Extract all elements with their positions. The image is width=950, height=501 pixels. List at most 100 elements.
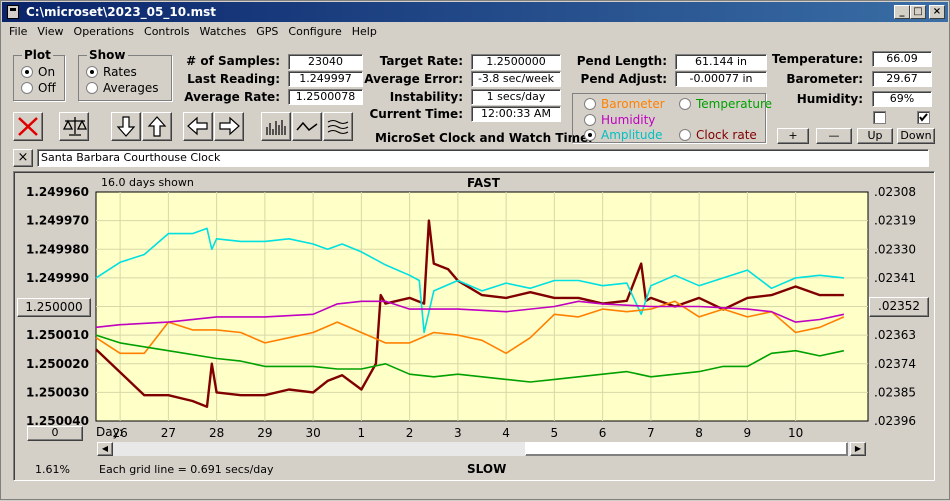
stop-button[interactable] <box>13 112 43 141</box>
time-scrollbar[interactable]: ◀ ▶ <box>96 441 867 457</box>
minimize-button[interactable]: _ <box>894 5 910 19</box>
arrow-right-icon <box>219 116 240 136</box>
y-right-tick-label: .02308 <box>874 185 916 199</box>
target-rate-field: 1.2500000 <box>471 54 561 70</box>
menu-file[interactable]: File <box>9 25 28 38</box>
pend-length-label: Pend Length: <box>576 54 667 68</box>
pend-length-field: 61.144 in <box>675 54 767 70</box>
radio-dot-icon <box>86 82 98 94</box>
y-left-tick-label: 1.249990 <box>26 271 89 285</box>
plot-off-radio[interactable]: Off <box>21 81 56 95</box>
sensor-temperature-radio[interactable]: Temperature <box>679 97 772 111</box>
right-arrow-button[interactable] <box>214 112 244 141</box>
x-tick-label: 30 <box>305 426 320 440</box>
radio-dot-icon <box>86 66 98 78</box>
radio-dot-icon <box>679 98 691 110</box>
checkmark-icon <box>919 113 928 122</box>
menu-configure[interactable]: Configure <box>288 25 342 38</box>
show-group: Show <box>78 48 172 101</box>
scroll-left-arrow[interactable]: ◀ <box>97 442 113 456</box>
option-checkbox-1[interactable] <box>873 111 886 124</box>
plot-on-radio[interactable]: On <box>21 65 55 79</box>
menu-view[interactable]: View <box>37 25 64 38</box>
sensor-amplitude-radio[interactable]: Amplitude <box>584 128 663 142</box>
x-tick-label: 9 <box>744 426 752 440</box>
radio-dot-icon <box>584 114 596 126</box>
y-left-tick-label: 1.250040 <box>26 414 89 428</box>
x-tick-label: 8 <box>695 426 703 440</box>
samples-field: 23040 <box>288 54 363 70</box>
option-checkbox-2[interactable] <box>917 111 930 124</box>
show-rates-radio[interactable]: Rates <box>86 65 137 79</box>
menu-controls[interactable]: Controls <box>144 25 190 38</box>
clock-name-input[interactable]: Santa Barbara Courthouse Clock <box>37 149 929 167</box>
balance-button[interactable] <box>59 112 89 141</box>
barometer-label: Barometer: <box>786 72 863 86</box>
y-left-tick-label: 1.250010 <box>26 328 89 342</box>
sensor-humidity-radio[interactable]: Humidity <box>584 113 655 127</box>
menu-gps[interactable]: GPS <box>256 25 279 38</box>
maximize-button[interactable]: □ <box>910 5 926 19</box>
y-right-tick-label: .02363 <box>874 328 916 342</box>
line-graph-icon <box>296 121 318 132</box>
sensor-clockrate-label: Clock rate <box>696 128 757 142</box>
x-tick-label: 27 <box>161 426 176 440</box>
bar-graph-button[interactable] <box>261 112 291 141</box>
scroll-right-arrow[interactable]: ▶ <box>850 442 866 456</box>
y-right-tick-label: .02330 <box>874 242 916 256</box>
scale-plus-button[interactable]: + <box>777 128 809 144</box>
close-window-button[interactable]: × <box>929 5 945 19</box>
sensor-humidity-label: Humidity <box>601 113 656 127</box>
average-rate-label: Average Rate: <box>184 90 280 104</box>
menu-help[interactable]: Help <box>351 25 377 38</box>
x-tick-label: 6 <box>599 426 607 440</box>
sensor-select-box <box>572 93 766 143</box>
y-right-tick-label: .02374 <box>874 357 916 371</box>
scale-minus-button[interactable]: — <box>816 128 852 144</box>
wave-graph-button[interactable] <box>323 112 353 141</box>
zero-button[interactable]: 0 <box>27 426 83 441</box>
sensor-barometer-radio[interactable]: Barometer <box>584 97 665 111</box>
temperature-field: 66.09 <box>872 51 932 67</box>
scroll-up-button[interactable]: Up <box>857 128 893 144</box>
x-tick-label: 1 <box>358 426 366 440</box>
down-arrow-button[interactable] <box>111 112 141 141</box>
temperature-label: Temperature: <box>771 52 863 66</box>
y-right-tick-label: .02319 <box>874 214 916 228</box>
plot-off-label: Off <box>38 81 56 95</box>
plot-group-label: Plot <box>22 48 53 62</box>
menu-bar: File View Operations Controls Watches GPS Conf… <box>3 24 381 42</box>
sensor-amplitude-label: Amplitude <box>601 128 663 142</box>
x-tick-label: 5 <box>551 426 559 440</box>
last-reading-label: Last Reading: <box>187 72 280 86</box>
y-left-tick-label: 1.250020 <box>26 357 89 371</box>
menu-operations[interactable]: Operations <box>73 25 135 38</box>
scrollbar-thumb[interactable] <box>525 442 848 456</box>
sensor-clockrate-radio[interactable]: Clock rate <box>679 128 757 142</box>
average-error-field: -3.8 sec/week <box>471 71 561 87</box>
x-tick-label: 3 <box>454 426 462 440</box>
humidity-field: 69% <box>872 91 932 107</box>
average-rate-field: 1.2500078 <box>288 89 363 105</box>
show-averages-radio[interactable]: Averages <box>86 81 159 95</box>
arrow-left-icon <box>187 116 208 136</box>
line-graph-button[interactable] <box>292 112 322 141</box>
menu-watches[interactable]: Watches <box>199 25 247 38</box>
series-temperature <box>95 334 845 383</box>
arrow-up-icon <box>147 116 167 137</box>
series-amplitude <box>95 227 844 334</box>
radio-dot-icon <box>584 98 596 110</box>
center-rate-button[interactable]: 1.250000 <box>17 298 91 317</box>
y-right-tick-label: .02396 <box>874 414 916 428</box>
left-arrow-button[interactable] <box>183 112 213 141</box>
title-bar[interactable]: C:\microset\2023_05_10.mst _ □ × <box>2 2 948 22</box>
right-center-button[interactable]: .02352 <box>869 297 929 317</box>
up-arrow-button[interactable] <box>142 112 172 141</box>
average-error-label: Average Error: <box>364 72 463 86</box>
app-caption: MicroSet Clock and Watch Timer <box>375 131 595 145</box>
scroll-down-button[interactable]: Down <box>897 128 935 144</box>
y-left-tick-label: 1.249960 <box>26 185 89 199</box>
pend-adjust-label: Pend Adjust: <box>580 72 667 86</box>
clear-clock-button[interactable]: × <box>13 149 33 167</box>
